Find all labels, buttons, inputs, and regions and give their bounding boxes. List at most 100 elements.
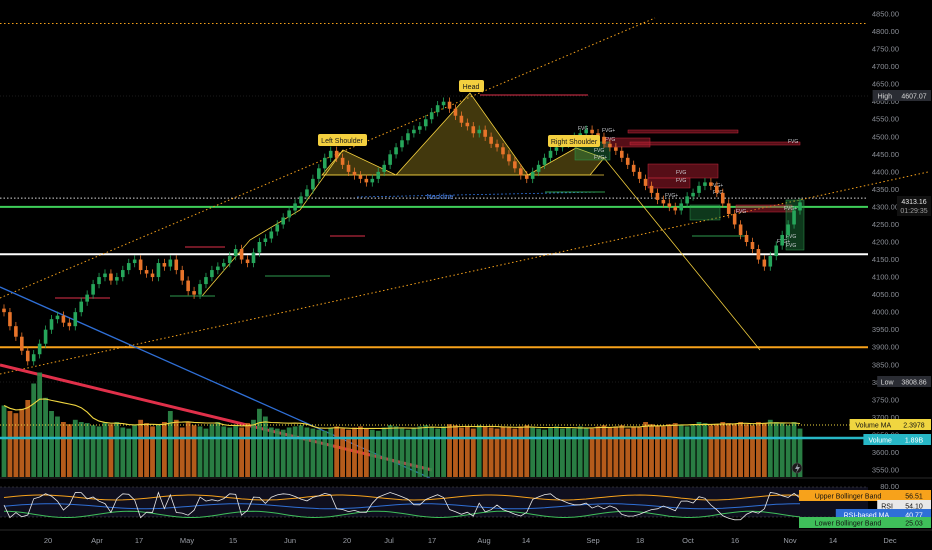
candle-body[interactable]	[156, 263, 161, 278]
candle-body[interactable]	[269, 231, 274, 239]
candle-body[interactable]	[435, 105, 440, 113]
candle-body[interactable]	[625, 157, 630, 165]
right-shoulder-label[interactable]: Right Shoulder	[548, 135, 600, 147]
candle-body[interactable]	[667, 203, 672, 207]
candle-body[interactable]	[750, 242, 755, 250]
fvg-bearish-box[interactable]	[629, 141, 801, 146]
candle-body[interactable]	[459, 115, 464, 123]
candle-body[interactable]	[162, 263, 167, 267]
candle-body[interactable]	[489, 136, 493, 144]
candle-body[interactable]	[715, 185, 719, 193]
rsi-tag[interactable]: RSI 54.10	[877, 500, 931, 511]
candle-body[interactable]	[679, 203, 683, 211]
candle-body[interactable]	[590, 129, 594, 134]
candle-body[interactable]	[198, 284, 202, 295]
candle-body[interactable]	[275, 224, 280, 232]
candle-body[interactable]	[281, 217, 285, 225]
candle-body[interactable]	[79, 301, 84, 313]
candle-body[interactable]	[637, 171, 642, 179]
fvg-bearish-box[interactable]	[735, 204, 793, 213]
head-label[interactable]: Head	[459, 80, 484, 92]
candle-body[interactable]	[376, 171, 381, 179]
candle-body[interactable]	[67, 322, 72, 327]
candle-body[interactable]	[792, 210, 796, 225]
candle-body[interactable]	[263, 238, 268, 242]
candle-body[interactable]	[364, 178, 369, 183]
candle-body[interactable]	[388, 154, 392, 165]
candle-body[interactable]	[394, 147, 398, 155]
candle-body[interactable]	[192, 291, 196, 295]
candle-body[interactable]	[334, 150, 339, 158]
candle-body[interactable]	[317, 168, 321, 179]
candle-body[interactable]	[495, 143, 499, 148]
candle-body[interactable]	[780, 234, 784, 246]
candle-body[interactable]	[798, 202, 802, 211]
candle-body[interactable]	[287, 210, 291, 218]
candle-body[interactable]	[91, 284, 95, 295]
candle-body[interactable]	[441, 101, 446, 106]
candle-body[interactable]	[691, 192, 695, 197]
candle-body[interactable]	[655, 192, 660, 200]
candle-body[interactable]	[239, 249, 244, 260]
candle-body[interactable]	[37, 343, 42, 355]
candle-body[interactable]	[245, 259, 250, 264]
candle-body[interactable]	[150, 273, 155, 278]
candle-body[interactable]	[20, 336, 24, 351]
candle-body[interactable]	[548, 150, 553, 158]
candle-body[interactable]	[61, 315, 66, 323]
fvg-bearish-box[interactable]	[627, 129, 739, 134]
candle-body[interactable]	[174, 259, 179, 271]
candle-body[interactable]	[322, 157, 327, 169]
candle-body[interactable]	[406, 133, 410, 141]
candle-body[interactable]	[109, 273, 113, 281]
candle-body[interactable]	[412, 129, 416, 134]
candle-body[interactable]	[227, 256, 232, 264]
candle-body[interactable]	[619, 150, 624, 158]
fvg-bearish-box[interactable]	[647, 177, 691, 189]
candle-body[interactable]	[370, 178, 375, 183]
candle-body[interactable]	[186, 280, 190, 292]
candle-body[interactable]	[73, 312, 78, 327]
candle-body[interactable]	[726, 203, 731, 214]
candle-body[interactable]	[180, 270, 185, 281]
candle-body[interactable]	[703, 182, 707, 186]
candle-body[interactable]	[257, 242, 262, 253]
candle-body[interactable]	[115, 277, 119, 281]
candle-body[interactable]	[352, 171, 357, 176]
candle-body[interactable]	[483, 129, 487, 137]
candle-body[interactable]	[382, 164, 386, 172]
candle-body[interactable]	[204, 277, 208, 285]
candle-body[interactable]	[358, 175, 363, 179]
candle-body[interactable]	[25, 350, 30, 362]
candle-body[interactable]	[584, 129, 588, 134]
channel-upper-line[interactable]	[0, 17, 656, 299]
candle-body[interactable]	[756, 249, 761, 260]
candle-body[interactable]	[97, 277, 101, 285]
rsi-ma-tag[interactable]: RSI-based MA 40.77	[835, 509, 931, 520]
candle-body[interactable]	[744, 234, 749, 242]
candle-body[interactable]	[447, 101, 452, 109]
candle-body[interactable]	[55, 315, 60, 320]
candle-body[interactable]	[103, 273, 107, 278]
candle-body[interactable]	[471, 126, 476, 134]
lightning-icon[interactable]	[791, 462, 803, 474]
candle-body[interactable]	[126, 263, 131, 271]
candle-body[interactable]	[732, 213, 737, 225]
candle-body[interactable]	[709, 182, 713, 186]
candle-body[interactable]	[418, 126, 422, 130]
low-tag[interactable]: Low 3808.86	[877, 376, 931, 387]
candle-body[interactable]	[685, 196, 689, 204]
candle-body[interactable]	[774, 245, 779, 257]
candle-body[interactable]	[251, 252, 256, 264]
candle-body[interactable]	[2, 308, 6, 313]
candle-body[interactable]	[221, 263, 226, 267]
candle-body[interactable]	[138, 259, 143, 271]
candle-body[interactable]	[423, 119, 428, 127]
candle-body[interactable]	[738, 224, 743, 235]
left-shoulder-label[interactable]: Left Shoulder	[318, 134, 367, 146]
candle-body[interactable]	[144, 270, 149, 274]
candle-body[interactable]	[536, 164, 541, 172]
candle-body[interactable]	[168, 259, 173, 267]
candle-body[interactable]	[31, 354, 36, 362]
candle-body[interactable]	[340, 157, 345, 165]
